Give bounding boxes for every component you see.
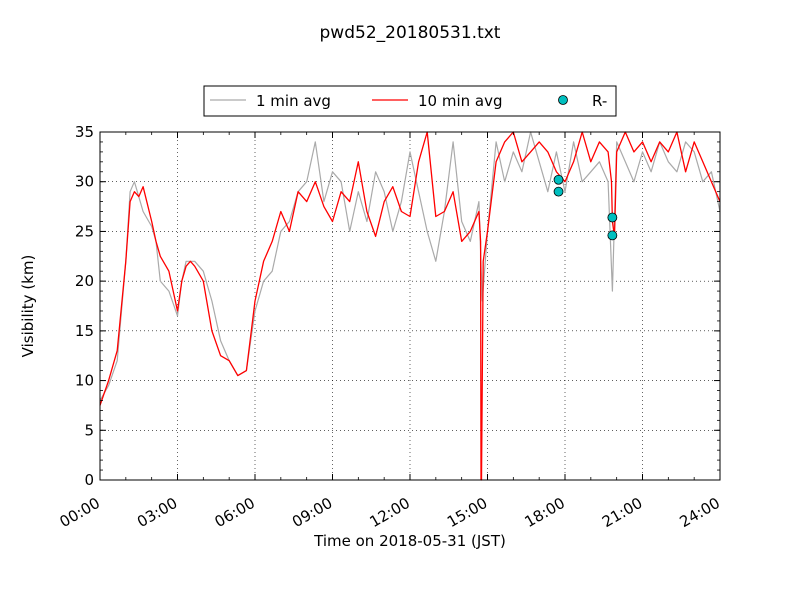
- series-line-1-min-avg: [99, 131, 721, 401]
- y-tick-label: 10: [75, 372, 94, 390]
- rain-marker-point: [553, 186, 564, 197]
- y-tick-label: 0: [84, 471, 94, 489]
- legend-label-1-min-avg: 1 min avg: [256, 92, 331, 110]
- rain-marker-point: [553, 174, 564, 185]
- x-axis-tick-labels: 00:00 03:00 06:00 09:00 12:00 15:00 18:00 21:00…: [57, 494, 723, 531]
- series-layer: [99, 131, 721, 481]
- y-tick-label: 5: [84, 421, 94, 439]
- legend-box: [203, 85, 617, 117]
- x-axis-label: Time on 2018-05-31 (JST): [313, 532, 506, 550]
- y-tick-label: 30: [75, 173, 94, 191]
- legend-swatch-rain-marker: [558, 95, 568, 105]
- y-tick-label: 20: [75, 272, 94, 290]
- legend-label-rain: R-: [592, 92, 607, 110]
- y-tick-label: 35: [75, 123, 94, 141]
- rain-marker-point: [607, 212, 618, 223]
- y-tick-label: 25: [75, 222, 94, 240]
- legend: 1 min avg 10 min avg R-: [203, 85, 617, 117]
- rain-marker-point: [607, 230, 618, 241]
- y-axis-tick-labels: 0 5 10 15 20 25 30 35: [75, 123, 94, 489]
- y-axis-label: Visibility (km): [19, 255, 37, 358]
- legend-label-10-min-avg: 10 min avg: [418, 92, 503, 110]
- y-tick-label: 15: [75, 322, 94, 340]
- axis-ticks: [99, 131, 721, 481]
- plot-area: [99, 131, 721, 481]
- chart-title: pwd52_20180531.txt: [320, 23, 501, 43]
